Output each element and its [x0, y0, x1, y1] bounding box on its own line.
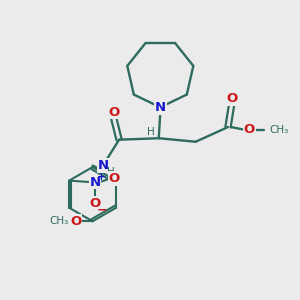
Text: N: N	[97, 159, 109, 172]
Text: O: O	[108, 106, 119, 118]
Text: −: −	[96, 203, 107, 216]
Text: H: H	[147, 127, 154, 137]
Text: O: O	[244, 124, 255, 136]
Text: CH₃: CH₃	[50, 216, 69, 226]
Text: N: N	[89, 176, 100, 189]
Text: O: O	[226, 92, 237, 105]
Text: O: O	[70, 215, 81, 228]
Text: O: O	[89, 197, 101, 210]
Text: CH₃: CH₃	[269, 125, 288, 135]
Text: H: H	[107, 167, 115, 177]
Text: O: O	[109, 172, 120, 185]
Text: +: +	[97, 172, 106, 182]
Text: N: N	[155, 101, 166, 114]
